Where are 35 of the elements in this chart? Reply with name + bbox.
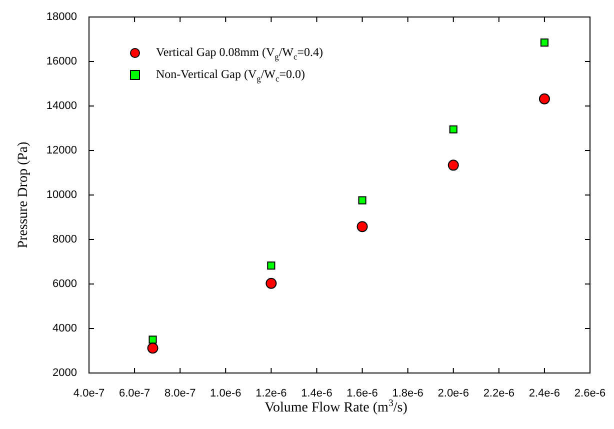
point xyxy=(148,336,157,344)
y-tick-label: 12000 xyxy=(46,144,77,157)
x-tick-label: 1.2e-6 xyxy=(256,388,287,400)
y-tick-label: 6000 xyxy=(52,278,77,290)
x-tick-label: 4.0e-7 xyxy=(73,388,105,400)
point xyxy=(538,93,550,104)
x-tick-label: 2.2e-6 xyxy=(483,388,515,400)
y-tick-label: 18000 xyxy=(46,11,77,24)
x-tick-label: 6.0e-7 xyxy=(118,388,150,400)
point xyxy=(267,261,276,270)
point xyxy=(449,125,458,134)
point xyxy=(356,221,368,232)
point xyxy=(358,196,366,204)
point xyxy=(266,278,277,289)
y-tick-label: 2000 xyxy=(52,367,77,380)
x-tick-label: 2.0e-6 xyxy=(438,388,469,400)
y-tick-label: 14000 xyxy=(46,100,77,112)
x-tick-label: 2.6e-6 xyxy=(574,388,606,400)
point xyxy=(147,342,158,354)
x-tick-label: 8.0e-7 xyxy=(164,388,196,400)
x-tick-label: 1.4e-6 xyxy=(301,388,332,400)
y-tick-label: 16000 xyxy=(46,56,77,68)
y-tick-label: 10000 xyxy=(46,189,77,202)
x-tick-label: 2.4e-6 xyxy=(528,388,560,400)
point xyxy=(448,160,459,171)
x-tick-label: 1.8e-6 xyxy=(392,388,424,400)
x-tick-label: 1.0e-6 xyxy=(210,388,242,400)
legend-label: Non-Vertical Gap (V$_{g}$/W$_{c}$=0.0) xyxy=(156,66,305,84)
y-tick-label: 4000 xyxy=(52,322,77,335)
y-axis-title: Pressure Drop (Pa) xyxy=(16,142,32,248)
x-axis-title: Volume Flow Rate (m$^{3}$/s) xyxy=(264,398,408,417)
legend-label: Vertical Gap 0.08mm (V$_{g}$/W$_{c}$=0.4) xyxy=(156,44,323,62)
point xyxy=(540,38,548,47)
y-tick-label: 8000 xyxy=(52,234,77,246)
x-tick-label: 1.6e-6 xyxy=(346,388,378,400)
